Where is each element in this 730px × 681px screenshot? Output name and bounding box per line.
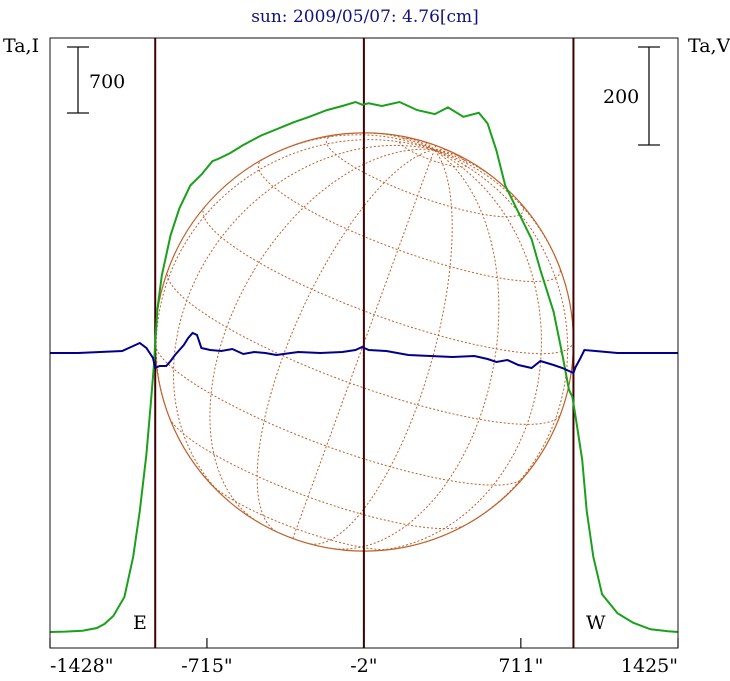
limb-lines <box>154 38 575 648</box>
latitude-line <box>325 134 524 218</box>
longitude-line <box>434 149 569 524</box>
latitude-line <box>257 159 561 282</box>
scale-bar-left-label: 700 <box>89 71 125 93</box>
left-axis-label: Ta,I <box>3 35 39 57</box>
longitude-line <box>433 145 437 150</box>
scale-bar-right-label: 200 <box>603 86 639 108</box>
longitude-line <box>434 149 468 161</box>
x-tick-label: 1425" <box>621 655 678 677</box>
scale-bar-right <box>638 46 660 146</box>
longitude-line <box>326 149 500 550</box>
longitude-line <box>259 134 435 162</box>
x-tick-label: -2" <box>350 655 377 677</box>
longitude-line <box>434 149 501 184</box>
longitude-line <box>292 149 435 539</box>
data-series <box>49 100 679 633</box>
east-limb-label: E <box>133 612 147 634</box>
longitude-line <box>155 139 435 414</box>
longitude-line <box>209 148 435 525</box>
longitude-line <box>256 149 435 532</box>
west-limb-label: W <box>586 612 606 634</box>
scale-bar-left <box>67 46 89 114</box>
right-axis-label: Ta,V <box>688 35 730 57</box>
longitude-line <box>366 149 543 552</box>
longitude-line <box>310 149 453 545</box>
latitude-line <box>154 344 523 486</box>
chart-title: sun: 2009/05/07: 4.76[cm] <box>251 7 479 27</box>
x-tick-label: 711" <box>498 655 543 677</box>
longitude-line <box>361 132 435 151</box>
x-axis-ticks: -1428" -715" -2" 711" 1425" <box>49 638 679 677</box>
longitude-line <box>434 148 450 152</box>
longitude-line <box>402 135 435 151</box>
stokes-i-line <box>49 100 679 633</box>
x-tick-label: -715" <box>181 655 232 677</box>
longitude-line <box>434 149 562 271</box>
latitude-line <box>202 206 574 355</box>
stokes-v-line <box>50 331 678 375</box>
longitude-line <box>172 144 435 502</box>
latitude-line <box>209 482 393 551</box>
x-tick-label: -1428" <box>50 655 114 677</box>
longitude-line <box>421 140 435 151</box>
latitude-line <box>398 137 468 168</box>
